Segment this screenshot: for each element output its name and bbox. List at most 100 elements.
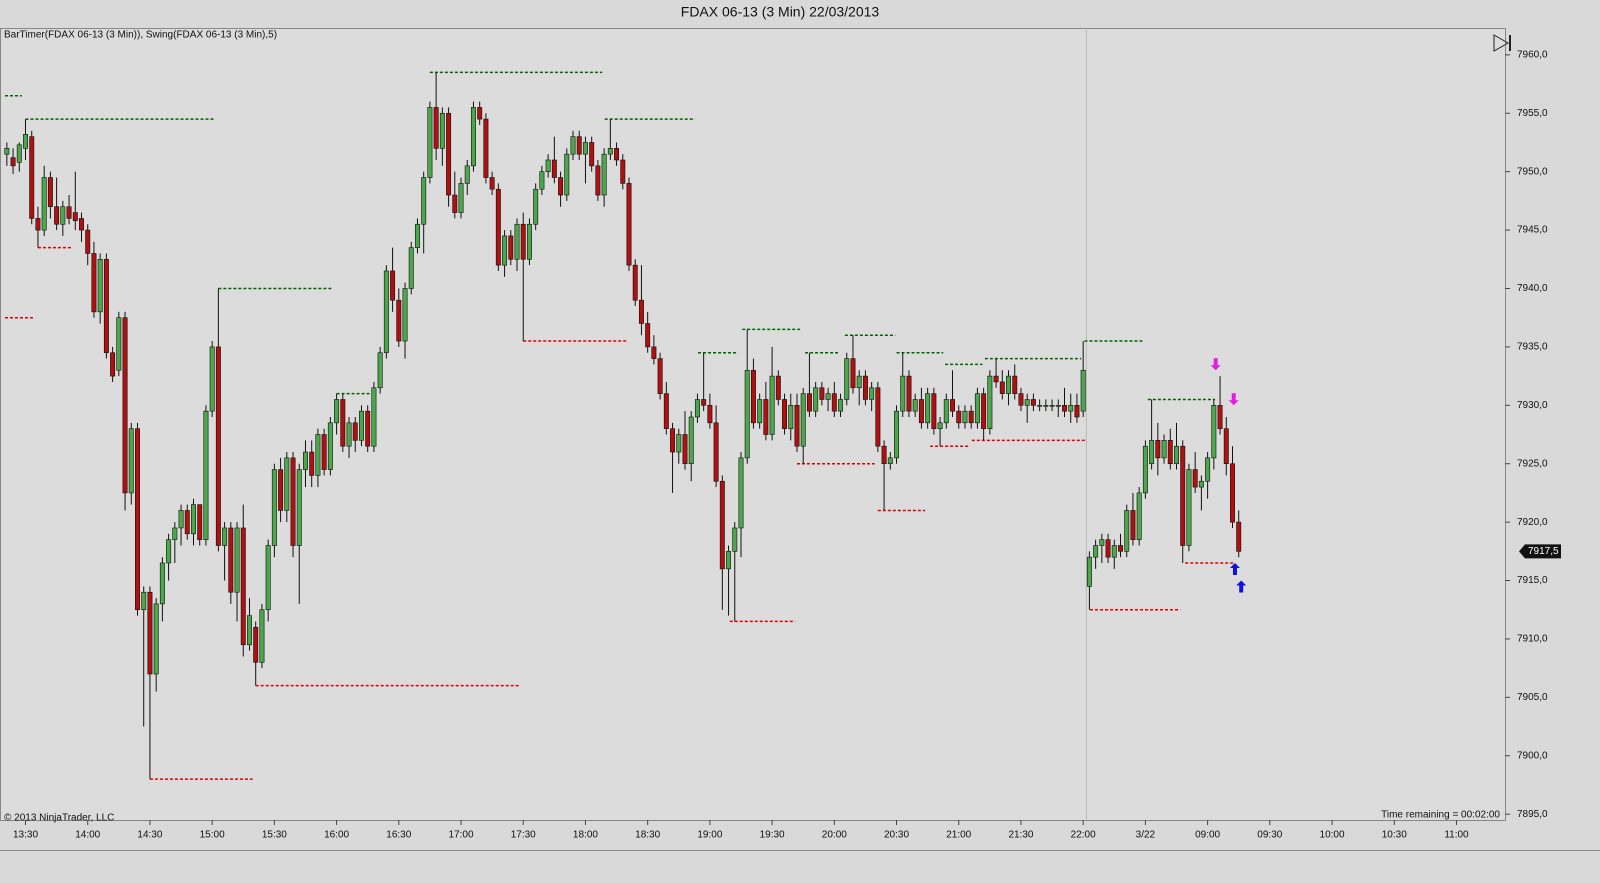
candle (191, 498, 196, 546)
candle (651, 335, 657, 365)
candle (769, 346, 775, 441)
candle-body (582, 142, 588, 155)
candle (533, 183, 539, 231)
candle-body (365, 410, 371, 447)
candle (688, 411, 694, 482)
candle-body (1018, 393, 1024, 406)
candle-body (775, 375, 781, 400)
x-tick-label: 09:00 (1195, 830, 1220, 841)
candle-body (987, 375, 993, 429)
candle (539, 165, 545, 196)
candle-body (576, 136, 582, 155)
candle-body (191, 504, 196, 535)
candle-body (377, 352, 383, 389)
candle (1062, 387, 1067, 417)
candle-body (197, 504, 203, 540)
candle (408, 241, 414, 295)
chart-title: FDAX 06-13 (3 Min) 22/03/2013 (681, 4, 880, 20)
candle-body (502, 235, 508, 266)
candle (1230, 446, 1235, 528)
candle (993, 358, 999, 388)
candle-body (1062, 405, 1067, 412)
candle-body (688, 416, 694, 465)
candle (377, 346, 383, 394)
candle-body (918, 399, 924, 424)
candle (607, 119, 613, 160)
candle-body (782, 399, 788, 429)
copyright: © 2013 NinjaTrader, LLC (4, 813, 114, 824)
candle (1236, 510, 1242, 558)
candle-body (116, 317, 122, 371)
candle-body (732, 527, 738, 552)
candle (906, 370, 912, 417)
candle-body (315, 434, 321, 476)
candle-body (1105, 539, 1111, 558)
candle-body (309, 451, 315, 476)
candle-body (937, 422, 943, 429)
x-tick-label: 18:30 (635, 830, 660, 841)
candle-body (1236, 521, 1242, 552)
candle-body (651, 346, 657, 359)
candle (346, 416, 352, 458)
candle (352, 416, 358, 453)
candle (228, 522, 234, 604)
x-tick-label: 16:30 (386, 830, 411, 841)
candle-body (1030, 399, 1036, 406)
candle-body (632, 264, 638, 301)
candle (1068, 393, 1074, 423)
candle (54, 177, 60, 231)
candle-body (1068, 405, 1074, 412)
y-tick-label: 7905,0 (1517, 692, 1548, 703)
candle (701, 352, 707, 412)
candle (464, 160, 470, 196)
candle-body (1049, 405, 1055, 407)
candle (203, 405, 209, 546)
candle-body (1211, 405, 1217, 459)
candle-body (1136, 492, 1142, 540)
y-tick-label: 7935,0 (1517, 342, 1548, 353)
candle (713, 405, 719, 488)
candle (159, 557, 165, 622)
candle (23, 119, 28, 160)
candle (595, 160, 601, 201)
candle-body (1024, 399, 1030, 406)
candle (290, 452, 296, 558)
candle (396, 288, 402, 347)
scroll-icon-arrow (1493, 34, 1510, 52)
candle (60, 200, 66, 236)
candle-body (813, 387, 819, 412)
candle (862, 370, 868, 406)
candle-body (906, 375, 912, 412)
candle (806, 352, 812, 417)
candle-body (800, 393, 806, 447)
candle (371, 381, 377, 453)
candle-body (645, 323, 651, 348)
candle (128, 422, 134, 505)
indicator-label: BarTimer(FDAX 06-13 (3 Min)), Swing(FDAX… (4, 30, 277, 41)
candle-body (358, 410, 364, 441)
candle-body (570, 136, 576, 155)
candle-body (464, 165, 470, 184)
candle (819, 381, 825, 406)
candle (1198, 475, 1204, 511)
candle (41, 165, 47, 236)
candle-body (184, 510, 190, 535)
candle-body (489, 177, 495, 190)
candle-body (296, 469, 302, 546)
candle (950, 370, 956, 417)
candle-body (1037, 405, 1043, 407)
scroll-end-icon[interactable] (1493, 34, 1511, 52)
candle-body (670, 428, 676, 453)
y-tick-label: 7945,0 (1517, 225, 1548, 236)
candle-body (825, 393, 831, 400)
candle-body (526, 223, 532, 260)
candle (209, 341, 215, 417)
candle-body (788, 405, 794, 429)
candle-body (1130, 510, 1136, 540)
candle-body (1012, 375, 1018, 394)
x-tick-label: 17:30 (511, 830, 536, 841)
candle-body (135, 428, 140, 611)
candle (1055, 399, 1061, 417)
candle (620, 154, 626, 190)
